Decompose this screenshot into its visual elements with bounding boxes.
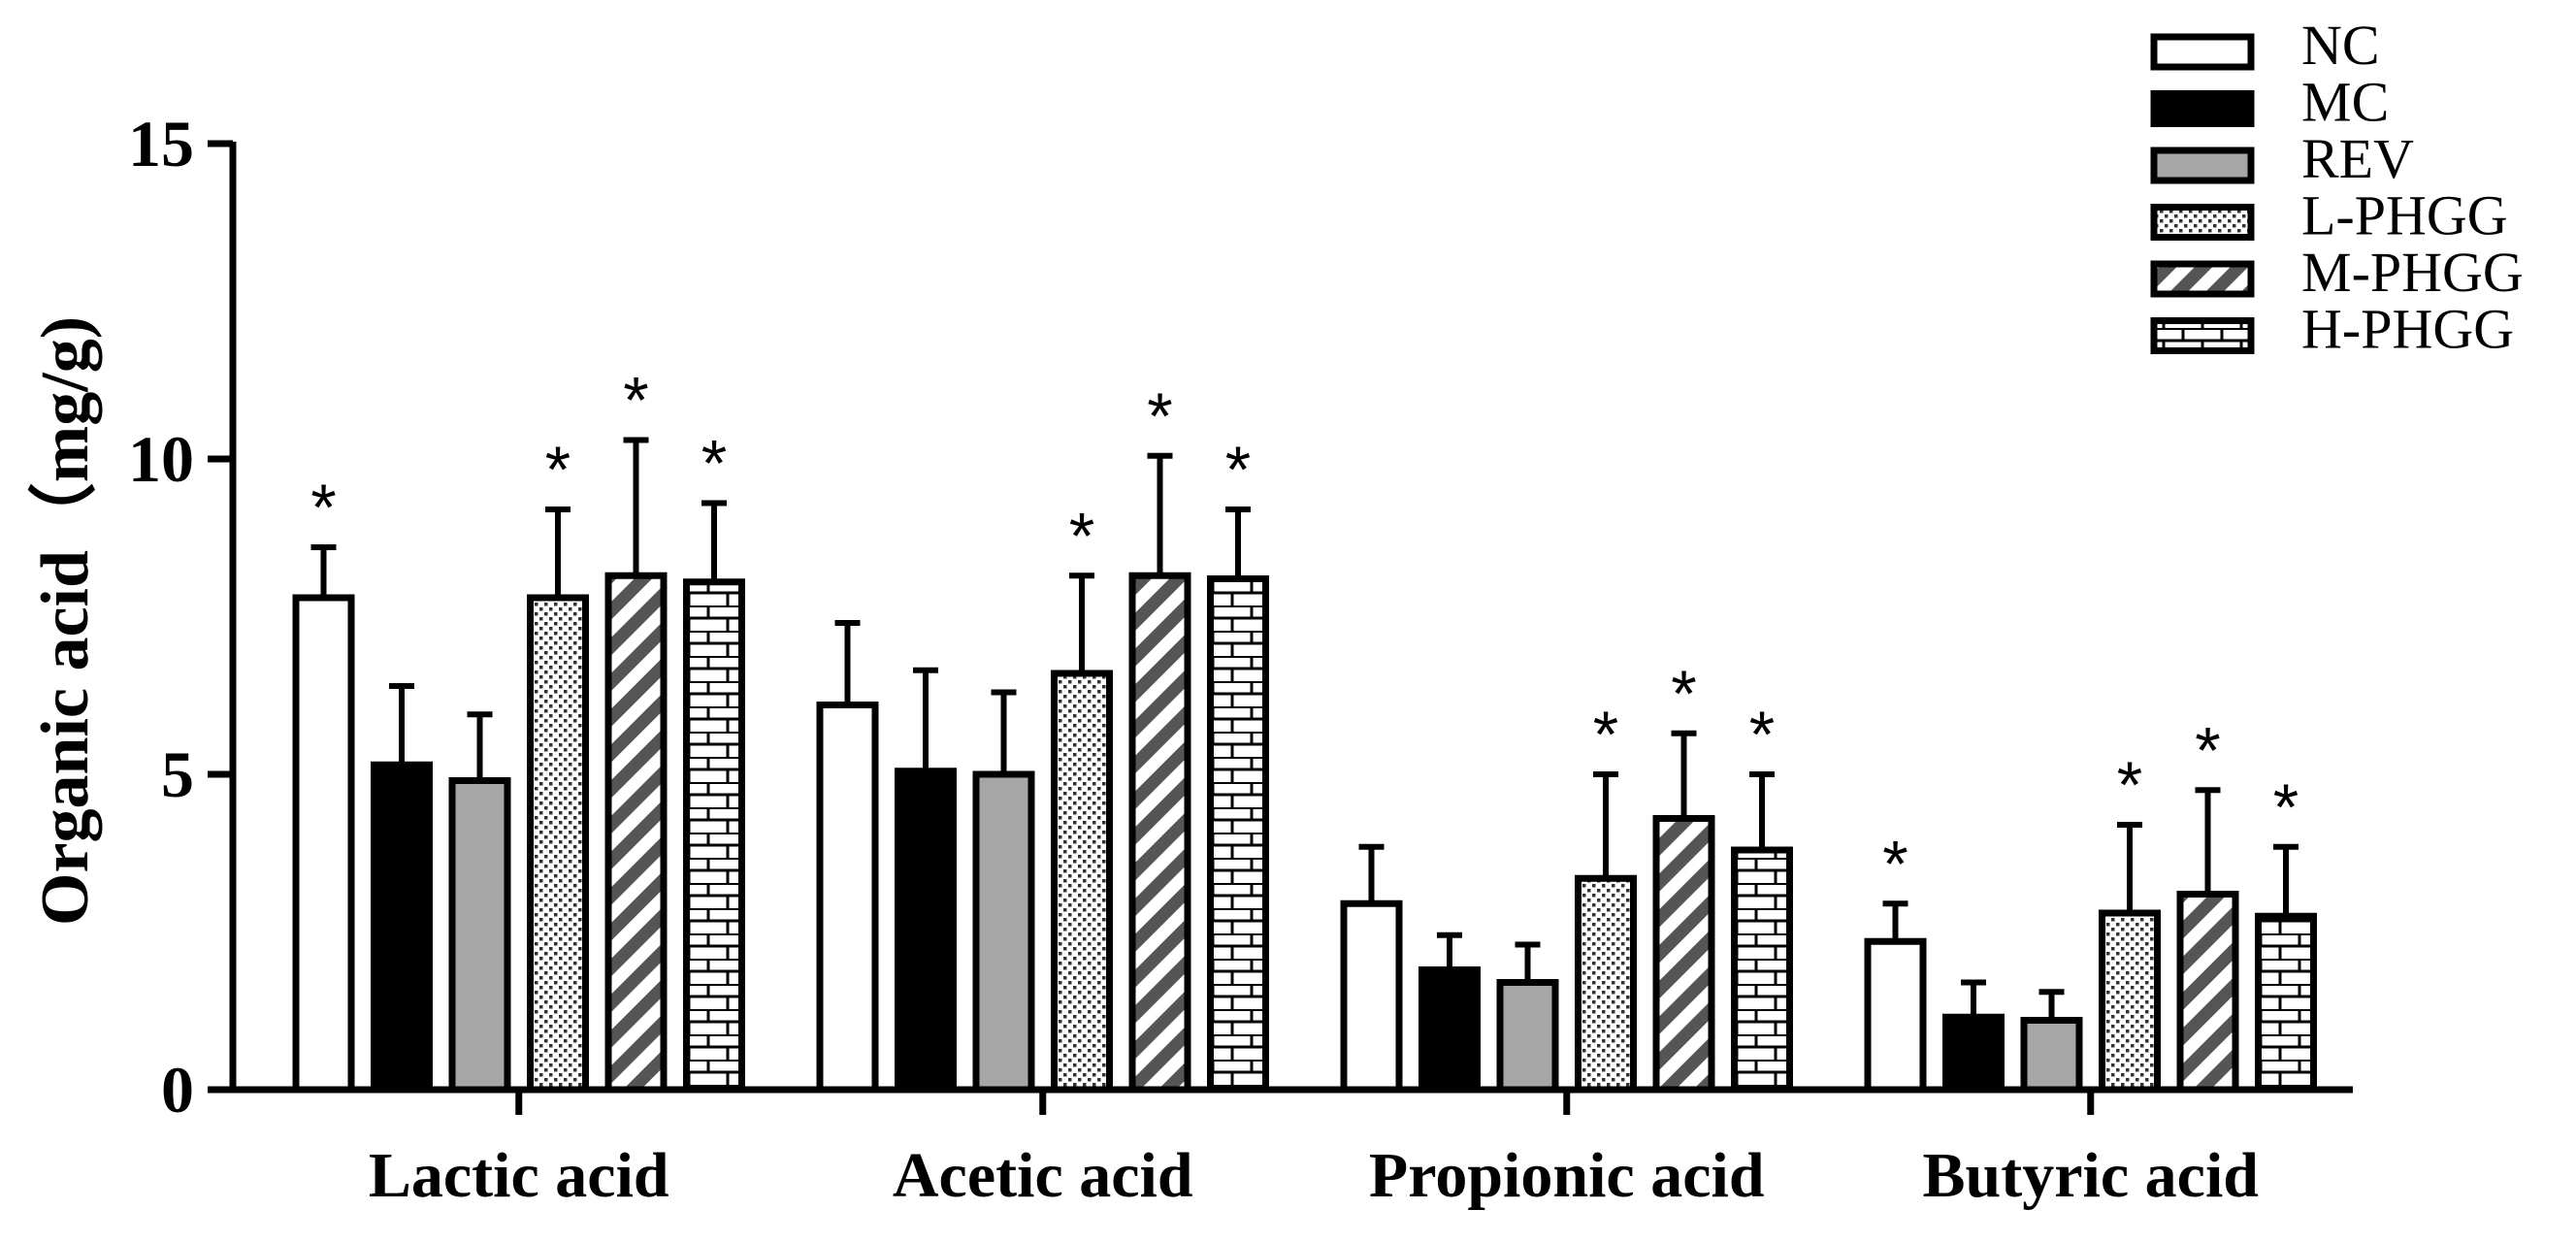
y-tick-label: 5	[161, 737, 194, 811]
bar-nc-lactic-acid	[292, 594, 355, 1094]
bar-nc-butyric-acid	[1864, 937, 1927, 1094]
bar-h-phgg-acetic-acid	[1207, 575, 1269, 1094]
bar-rev-butyric-acid	[2020, 1017, 2083, 1094]
bar-h-phgg-lactic-acid	[683, 578, 745, 1094]
y-tick-label: 15	[128, 107, 194, 180]
bar-mc-lactic-acid	[371, 761, 433, 1094]
category-label-lactic-acid: Lactic acid	[369, 1140, 669, 1211]
bar-rev-propionic-acid	[1496, 979, 1559, 1094]
bar-rev-acetic-acid	[972, 770, 1035, 1094]
legend-label-m-phgg: M-PHGG	[2301, 241, 2524, 304]
bar-m-phgg-propionic-acid	[1652, 815, 1715, 1094]
legend-label-rev: REV	[2301, 127, 2414, 190]
bar-nc-acetic-acid	[816, 702, 879, 1094]
significance-star: *	[310, 471, 336, 544]
significance-star: *	[2117, 748, 2142, 822]
bar-l-phgg-acetic-acid	[1051, 670, 1113, 1094]
y-tick-label: 10	[128, 422, 194, 496]
significance-star: *	[1671, 657, 1696, 731]
significance-star: *	[1069, 499, 1094, 572]
bar-m-phgg-butyric-acid	[2176, 891, 2239, 1094]
category-label-propionic-acid: Propionic acid	[1369, 1140, 1765, 1211]
category-label-butyric-acid: Butyric acid	[1923, 1140, 2259, 1211]
significance-star: *	[623, 364, 648, 438]
significance-star: *	[701, 427, 727, 501]
y-axis-label: Organic acid（mg/g)	[27, 316, 103, 926]
bar-l-phgg-lactic-acid	[527, 594, 589, 1094]
legend-label-h-phgg: H-PHGG	[2301, 298, 2514, 361]
significance-star: *	[2273, 770, 2299, 844]
bar-m-phgg-lactic-acid	[604, 572, 668, 1094]
bar-h-phgg-propionic-acid	[1731, 846, 1793, 1094]
bar-l-phgg-butyric-acid	[2099, 909, 2161, 1094]
legend-swatch-mc	[2150, 90, 2255, 127]
significance-star: *	[2195, 713, 2220, 787]
legend-label-nc: NC	[2301, 14, 2380, 77]
bar-mc-propionic-acid	[1418, 966, 1481, 1094]
plot-area: 0 5 10 15 Lactic acid Acetic acid Propionic ac…	[128, 107, 2353, 1211]
legend-label-l-phgg: L-PHGG	[2301, 184, 2508, 247]
legend-swatch-rev	[2150, 147, 2255, 184]
legend-label-mc: MC	[2301, 71, 2389, 134]
bar-nc-propionic-acid	[1340, 899, 1403, 1094]
significance-star: *	[1593, 698, 1618, 771]
legend-swatch-nc	[2150, 33, 2255, 71]
significance-star: *	[1882, 827, 1908, 900]
bar-h-phgg-butyric-acid	[2255, 912, 2317, 1094]
category-label-acetic-acid: Acetic acid	[893, 1140, 1193, 1211]
legend-swatch-h-phgg	[2150, 317, 2255, 354]
y-tick-label: 0	[161, 1053, 194, 1127]
legend-swatch-m-phgg	[2150, 260, 2255, 298]
bar-l-phgg-propionic-acid	[1575, 874, 1637, 1094]
bar-mc-acetic-acid	[895, 768, 957, 1094]
significance-star: *	[1749, 698, 1775, 771]
significance-star: *	[545, 433, 571, 507]
significance-star: *	[1225, 433, 1251, 507]
bar-mc-butyric-acid	[1942, 1013, 2005, 1094]
legend-swatch-l-phgg	[2150, 204, 2255, 241]
significance-star: *	[1147, 379, 1172, 453]
bar-rev-lactic-acid	[448, 777, 511, 1094]
bar-m-phgg-acetic-acid	[1128, 572, 1191, 1094]
